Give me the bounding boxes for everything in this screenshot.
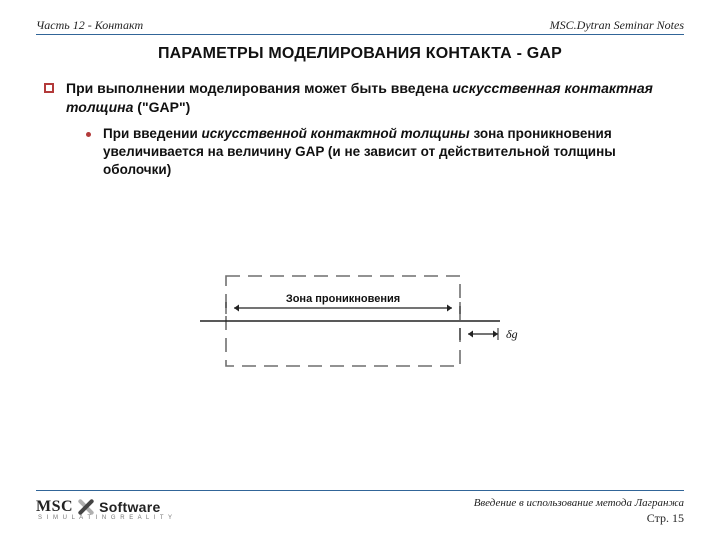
- page-footer: MSC Software S I M U L A T I N G R E A L…: [36, 490, 684, 526]
- bullet-text-seg: При выполнении моделирования может быть …: [66, 80, 452, 96]
- svg-text:Зона проникновения: Зона проникновения: [286, 293, 400, 305]
- logo-tagline: S I M U L A T I N G R E A L I T Y: [38, 515, 174, 521]
- bullet-list: При выполнении моделирования может быть …: [44, 79, 684, 179]
- course-title: Введение в использование метода Лагранжа: [474, 497, 684, 509]
- bullet-item: При выполнении моделирования может быть …: [44, 79, 684, 117]
- logo-text-software: Software: [99, 499, 161, 515]
- sub-bullet-item: При введении искусственной контактной то…: [86, 125, 684, 180]
- square-bullet-icon: [44, 83, 54, 93]
- diagram-svg: Зона проникновения δg: [200, 270, 540, 380]
- bullet-text: При выполнении моделирования может быть …: [66, 79, 684, 117]
- bullet-text-seg: ("GAP"): [133, 99, 190, 115]
- logo-block: MSC Software S I M U L A T I N G R E A L…: [36, 495, 174, 521]
- page-number: Стр. 15: [474, 511, 684, 526]
- svg-text:δg: δg: [506, 327, 518, 341]
- page-header: Часть 12 - Контакт MSC.Dytran Seminar No…: [36, 18, 684, 35]
- sub-bullet-text: При введении искусственной контактной то…: [103, 125, 684, 180]
- logo-x-icon: [76, 497, 96, 517]
- gap-diagram: Зона проникновения δg: [200, 270, 540, 380]
- slide-title: ПАРАМЕТРЫ МОДЕЛИРОВАНИЯ КОНТАКТА - GAP: [36, 45, 684, 63]
- sub-text-seg: При введении: [103, 126, 202, 141]
- header-notes: MSC.Dytran Seminar Notes: [550, 18, 684, 33]
- footer-rule: [36, 490, 684, 491]
- header-chapter: Часть 12 - Контакт: [36, 18, 143, 33]
- dot-bullet-icon: [86, 132, 91, 137]
- footer-right: Введение в использование метода Лагранжа…: [474, 497, 684, 526]
- logo-text-msc: MSC: [36, 498, 73, 516]
- sub-text-ital: искусственной контактной толщины: [202, 126, 470, 141]
